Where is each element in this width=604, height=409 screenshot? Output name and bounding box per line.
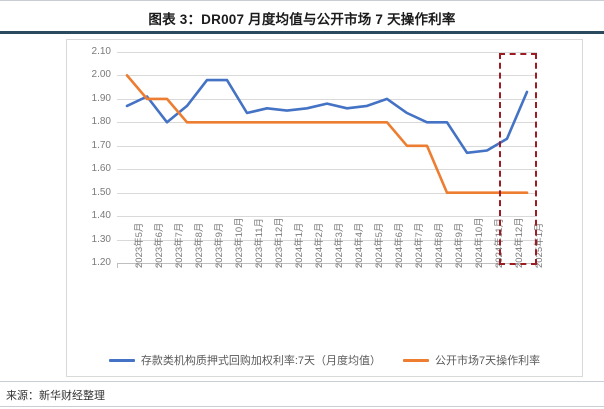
x-axis-tick xyxy=(517,263,518,268)
y-axis-tick-label: 1.60 xyxy=(91,163,111,175)
x-axis-tick xyxy=(497,263,498,268)
x-axis-tick xyxy=(437,263,438,268)
x-axis-line xyxy=(117,263,537,264)
legend-label-blue: 存款类机构质押式回购加权利率:7天（月度均值） xyxy=(140,355,382,367)
x-axis-tick xyxy=(317,263,318,268)
gridline xyxy=(117,75,537,76)
legend-swatch-blue xyxy=(108,358,135,362)
x-axis-tick xyxy=(197,263,198,268)
y-axis-tick-label: 1.90 xyxy=(91,92,111,104)
x-axis-tick xyxy=(117,263,118,268)
legend-label-orange: 公开市场7天操作利率 xyxy=(435,355,541,367)
y-axis-tick-label: 1.50 xyxy=(91,186,111,198)
x-axis-tick-label: 2024年1月 xyxy=(294,222,305,268)
x-axis-tick xyxy=(377,263,378,268)
gridline xyxy=(117,240,537,241)
x-axis-tick-label: 2023年11月 xyxy=(254,218,265,268)
gridline xyxy=(117,193,537,194)
y-axis-tick-label: 1.30 xyxy=(91,233,111,245)
bottom-divider xyxy=(0,406,604,407)
chart-legend: 存款类机构质押式回购加权利率:7天（月度均值） 公开市场7天操作利率 xyxy=(66,352,583,368)
source-divider xyxy=(0,381,604,382)
x-axis-tick xyxy=(357,263,358,268)
source-note: 来源：新华财经整理 xyxy=(6,390,105,402)
y-axis-tick-label: 1.70 xyxy=(91,139,111,151)
x-axis-tick xyxy=(257,263,258,268)
y-axis-tick-label: 2.00 xyxy=(91,69,111,81)
gridline xyxy=(117,146,537,147)
y-axis-tick-label: 1.40 xyxy=(91,210,111,222)
y-axis-tick-label: 2.10 xyxy=(91,46,111,57)
x-axis-tick-label: 2023年7月 xyxy=(174,222,185,268)
x-axis-tick xyxy=(337,263,338,268)
legend-item-blue: 存款类机构质押式回购加权利率:7天（月度均值） xyxy=(108,352,382,368)
x-axis-tick-label: 2023年5月 xyxy=(134,222,145,268)
x-axis-tick-label: 2024年10月 xyxy=(474,217,485,268)
x-axis-tick-label: 2024年4月 xyxy=(354,222,365,268)
title-underline xyxy=(0,31,604,34)
x-axis-tick xyxy=(137,263,138,268)
x-axis-tick xyxy=(417,263,418,268)
x-axis-tick-label: 2024年8月 xyxy=(434,222,445,268)
x-axis-tick-label: 2024年9月 xyxy=(454,222,465,268)
y-axis-tick-label: 1.20 xyxy=(91,257,111,268)
x-axis-tick xyxy=(297,263,298,268)
y-axis-tick-label: 1.80 xyxy=(91,116,111,128)
x-axis-tick xyxy=(157,263,158,268)
x-axis-tick-label: 2023年9月 xyxy=(214,222,225,268)
x-axis-tick xyxy=(237,263,238,268)
x-axis-tick-label: 2024年2月 xyxy=(314,222,325,268)
x-axis-tick-label: 2023年10月 xyxy=(234,217,245,268)
x-axis-tick xyxy=(537,263,538,268)
page-title: 图表 3：DR007 月度均值与公开市场 7 天操作利率 xyxy=(148,12,456,27)
x-axis-tick xyxy=(277,263,278,268)
x-axis-tick xyxy=(457,263,458,268)
x-axis-tick-label: 2024年5月 xyxy=(374,222,385,268)
top-divider xyxy=(0,0,604,1)
x-axis-tick-label: 2024年6月 xyxy=(394,222,405,268)
gridline xyxy=(117,216,537,217)
x-axis-tick-label: 2023年6月 xyxy=(154,222,165,268)
x-axis-tick xyxy=(217,263,218,268)
x-axis-tick xyxy=(177,263,178,268)
gridline xyxy=(117,169,537,170)
x-axis-tick-label: 2024年7月 xyxy=(414,222,425,268)
x-axis-tick xyxy=(477,263,478,268)
x-axis-tick-label: 2024年3月 xyxy=(334,222,345,268)
gridline xyxy=(117,52,537,53)
gridline xyxy=(117,122,537,123)
gridline xyxy=(117,99,537,100)
x-axis-tick-label: 2023年8月 xyxy=(194,222,205,268)
legend-swatch-orange xyxy=(403,358,430,362)
x-axis-tick xyxy=(397,263,398,268)
highlight-box xyxy=(499,53,538,265)
x-axis-tick-label: 2023年12月 xyxy=(274,217,285,268)
legend-item-orange: 公开市场7天操作利率 xyxy=(403,352,540,368)
